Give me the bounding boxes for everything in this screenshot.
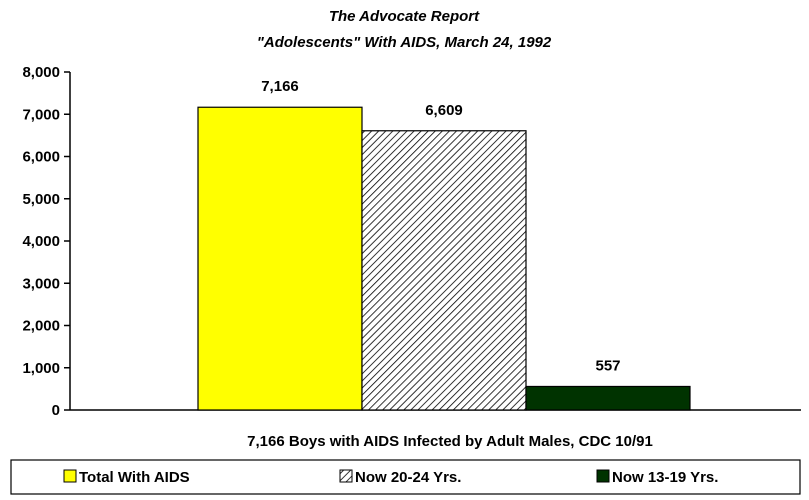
y-tick-label: 6,000 <box>22 149 60 166</box>
bar-value-label: 7,166 <box>261 78 299 95</box>
y-tick-label: 4,000 <box>22 233 60 250</box>
x-axis-label: 7,166 Boys with AIDS Infected by Adult M… <box>247 433 653 450</box>
legend-swatch <box>63 469 77 483</box>
y-tick-label: 2,000 <box>22 318 60 335</box>
data-labels: 7,166 6,609 557 <box>261 78 620 374</box>
legend-label: Now 20-24 Yrs. <box>355 469 461 486</box>
y-tick-label: 1,000 <box>22 360 60 377</box>
legend-label: Now 13-19 Yrs. <box>612 469 718 486</box>
bar-3 <box>525 385 691 411</box>
y-axis: 0 1,000 2,000 3,000 4,000 5,000 6,000 7,000 8,00… <box>22 64 801 419</box>
legend-swatch <box>339 469 353 483</box>
legend-label: Total With AIDS <box>79 469 190 486</box>
legend-box <box>10 459 801 495</box>
y-tick-label: 3,000 <box>22 275 60 292</box>
bar-2 <box>361 130 527 411</box>
y-tick-label: 5,000 <box>22 191 60 208</box>
bar-value-label: 557 <box>595 357 620 374</box>
chart-title: The Advocate Report <box>329 8 480 25</box>
y-tick-label: 8,000 <box>22 64 60 81</box>
chart-subtitle: "Adolescents" With AIDS, March 24, 1992 <box>257 34 552 51</box>
legend: Total With AIDS Now 20-24 Yrs. Now 13-19 Y… <box>10 459 801 495</box>
bars <box>197 106 691 411</box>
legend-swatch <box>596 469 610 483</box>
bar-1 <box>197 106 363 411</box>
y-tick-label: 7,000 <box>22 106 60 123</box>
y-tick-label: 0 <box>52 402 60 419</box>
bar-value-label: 6,609 <box>425 102 463 119</box>
